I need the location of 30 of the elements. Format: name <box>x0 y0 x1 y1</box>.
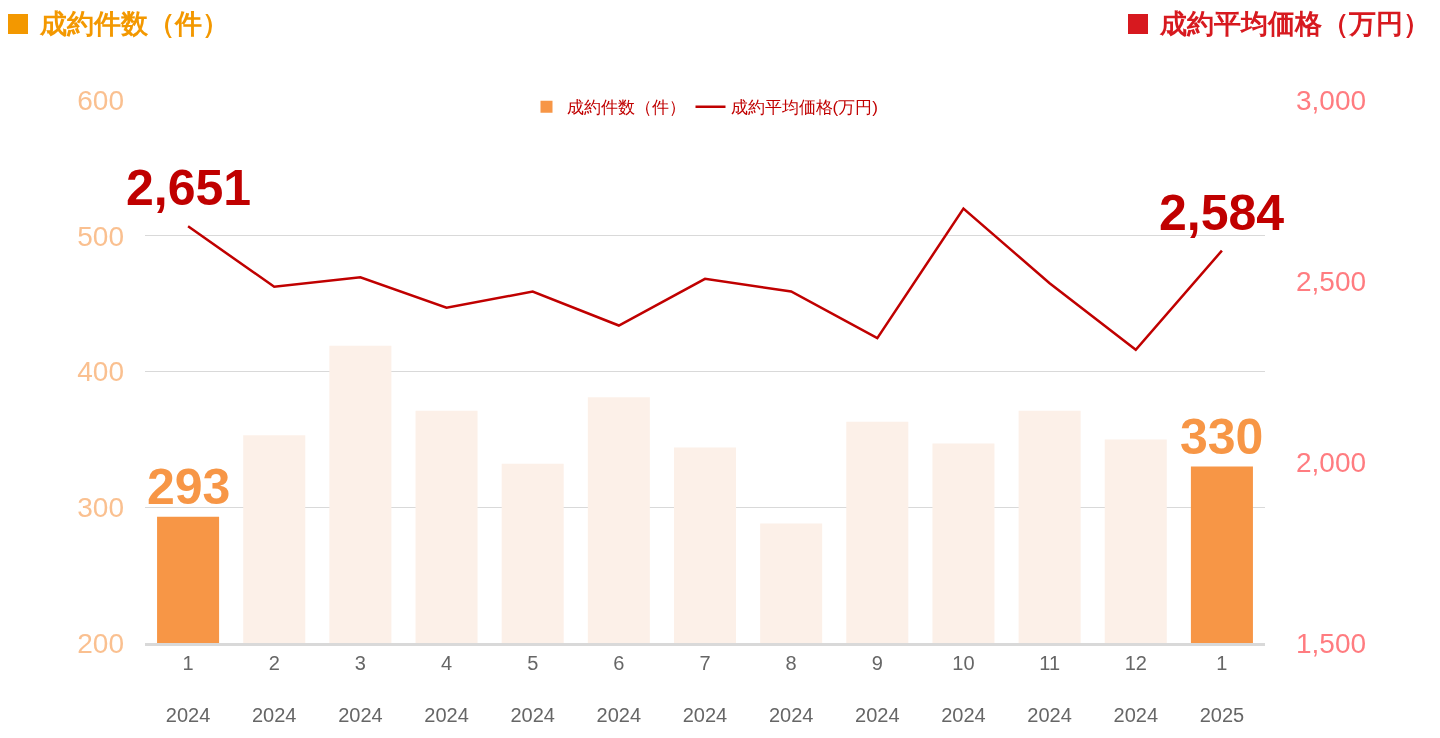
category-label: 11 2024 <box>1027 652 1072 726</box>
category-label: 5 2024 <box>510 652 555 726</box>
y-tick-label: 500 <box>77 220 124 252</box>
y2-tick-label: 1,500 <box>1296 627 1367 659</box>
category-label: 2 2024 <box>251 652 297 726</box>
category-label: 12 2024 <box>1113 652 1159 726</box>
data-label: 330 <box>1180 409 1264 465</box>
legend-label: 成約平均価格(万円) <box>730 98 878 118</box>
category-label: 6 2024 <box>596 652 642 726</box>
category-label: 7 2024 <box>682 652 728 726</box>
y-tick-label: 600 <box>77 84 124 116</box>
y-tick-label: 200 <box>77 627 124 659</box>
y2-axis-title: 成約平均価格（万円） <box>1160 7 1430 41</box>
category-label: 3 2024 <box>338 652 383 726</box>
category-label: 10 2024 <box>941 652 986 726</box>
data-label: 293 <box>147 459 231 515</box>
category-label: 1 2024 <box>165 652 211 726</box>
y-tick-label: 300 <box>77 492 124 524</box>
category-label: 1 2025 <box>1199 652 1245 726</box>
y2-tick-label: 2,500 <box>1296 265 1367 297</box>
y-axis-title: 成約件数（件） <box>40 7 229 41</box>
data-label: 2,651 <box>126 160 252 216</box>
y2-tick-label: 2,000 <box>1296 446 1367 478</box>
y2-tick-label: 3,000 <box>1296 84 1367 116</box>
data-label: 2,584 <box>1159 185 1285 241</box>
category-label: 8 2024 <box>768 652 814 726</box>
category-label: 9 2024 <box>855 652 900 726</box>
y-tick-label: 400 <box>77 356 124 388</box>
category-label: 4 2024 <box>424 652 469 726</box>
legend-label: 成約件数（件） <box>566 98 686 118</box>
